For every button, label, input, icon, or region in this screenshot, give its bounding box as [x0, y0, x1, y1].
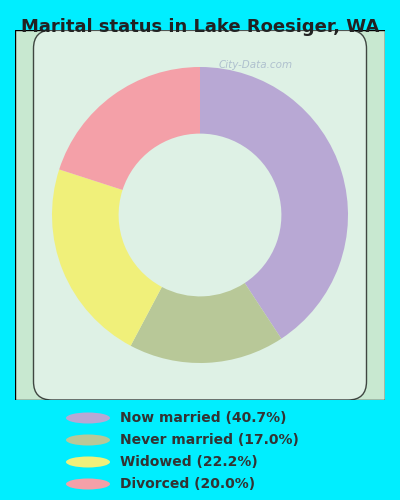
Circle shape: [66, 478, 110, 490]
Circle shape: [66, 456, 110, 468]
FancyBboxPatch shape: [34, 30, 366, 400]
Text: Widowed (22.2%): Widowed (22.2%): [120, 455, 258, 469]
Circle shape: [66, 434, 110, 446]
Text: City-Data.com: City-Data.com: [218, 60, 292, 70]
Text: Never married (17.0%): Never married (17.0%): [120, 433, 299, 447]
Text: Divorced (20.0%): Divorced (20.0%): [120, 477, 255, 491]
Wedge shape: [52, 170, 162, 346]
Wedge shape: [59, 67, 200, 190]
Text: Now married (40.7%): Now married (40.7%): [120, 411, 286, 425]
Circle shape: [66, 412, 110, 424]
Wedge shape: [131, 283, 281, 363]
Wedge shape: [200, 67, 348, 338]
Text: Marital status in Lake Roesiger, WA: Marital status in Lake Roesiger, WA: [21, 18, 379, 36]
FancyBboxPatch shape: [15, 30, 385, 400]
